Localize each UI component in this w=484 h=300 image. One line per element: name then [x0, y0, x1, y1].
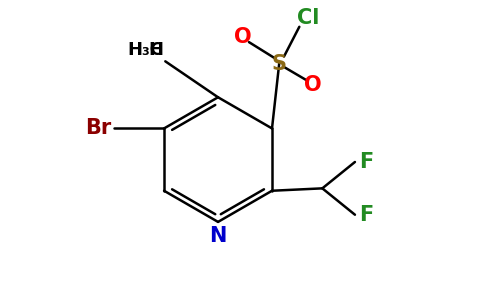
Text: N: N: [210, 226, 227, 246]
Text: H₃C: H₃C: [127, 41, 163, 59]
Text: S: S: [272, 54, 287, 74]
Text: O: O: [234, 27, 252, 47]
Text: F: F: [359, 205, 373, 225]
Text: H: H: [148, 41, 163, 59]
Text: Br: Br: [85, 118, 111, 138]
Text: F: F: [359, 152, 373, 172]
Text: O: O: [304, 75, 321, 95]
Text: Cl: Cl: [297, 8, 319, 28]
